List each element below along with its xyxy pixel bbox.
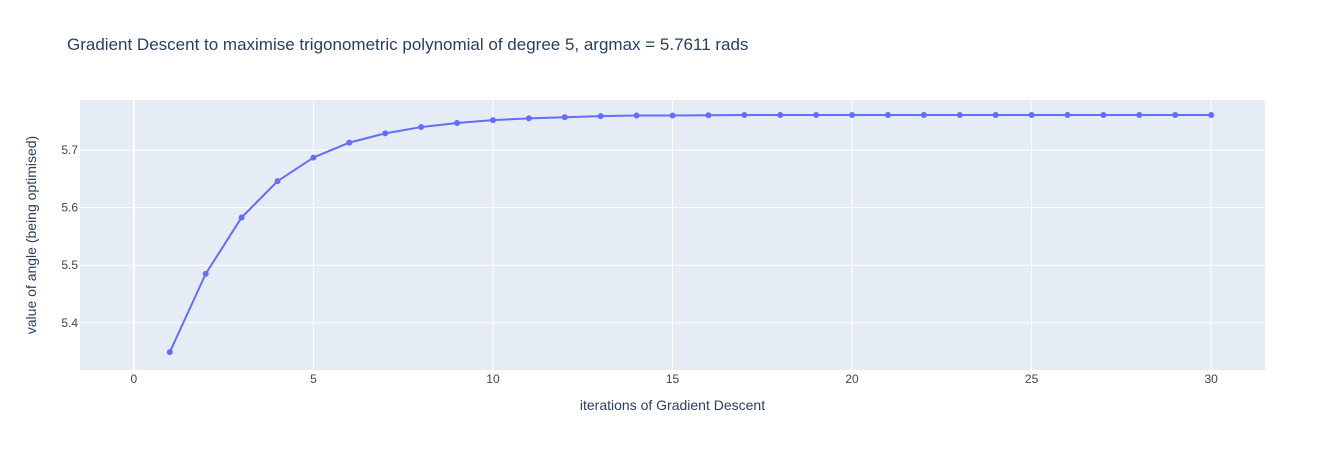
x-axis-title: iterations of Gradient Descent: [580, 397, 765, 413]
y-tick-label: 5.4: [61, 316, 78, 330]
data-point: [274, 178, 281, 185]
data-point: [525, 115, 532, 122]
grid-lines: [80, 100, 1265, 370]
data-point: [633, 112, 640, 119]
y-axis-title: value of angle (being optimised): [23, 136, 39, 334]
y-tick-label: 5.7: [61, 143, 78, 157]
data-point: [561, 114, 568, 121]
x-tick-label: 10: [486, 372, 500, 386]
x-tick-label: 0: [131, 372, 138, 386]
y-tick-label: 5.6: [61, 201, 78, 215]
data-point: [489, 117, 496, 124]
x-axis-ticks: 0 5 10 15 20 25 30: [131, 372, 1219, 386]
data-point: [777, 111, 784, 118]
data-point: [597, 113, 604, 120]
series-line: [168, 113, 1212, 353]
data-point: [813, 111, 820, 118]
data-point: [1064, 111, 1071, 118]
data-point: [1208, 111, 1215, 118]
x-tick-label: 20: [845, 372, 859, 386]
data-point: [920, 111, 927, 118]
series-layer: [166, 111, 1215, 356]
y-tick-label: 5.5: [61, 258, 78, 272]
data-point: [741, 111, 748, 118]
data-point: [202, 270, 209, 277]
chart-title: Gradient Descent to maximise trigonometr…: [67, 35, 748, 54]
data-point: [238, 214, 245, 221]
data-point: [310, 154, 317, 161]
data-point: [346, 139, 353, 146]
data-point: [1028, 111, 1035, 118]
x-tick-label: 15: [666, 372, 680, 386]
data-point: [705, 112, 712, 119]
data-point: [418, 124, 425, 131]
data-point: [1100, 111, 1107, 118]
data-point: [382, 130, 389, 137]
data-point: [166, 349, 173, 356]
data-point: [1136, 111, 1143, 118]
data-point: [956, 111, 963, 118]
data-point: [884, 111, 891, 118]
x-tick-label: 25: [1025, 372, 1039, 386]
data-point: [992, 111, 999, 118]
data-point: [849, 111, 856, 118]
data-point: [669, 112, 676, 119]
x-tick-label: 5: [310, 372, 317, 386]
x-tick-label: 30: [1204, 372, 1218, 386]
data-point: [1172, 111, 1179, 118]
y-axis-ticks: 5.4 5.5 5.6 5.7: [61, 143, 78, 330]
data-point: [454, 120, 461, 127]
